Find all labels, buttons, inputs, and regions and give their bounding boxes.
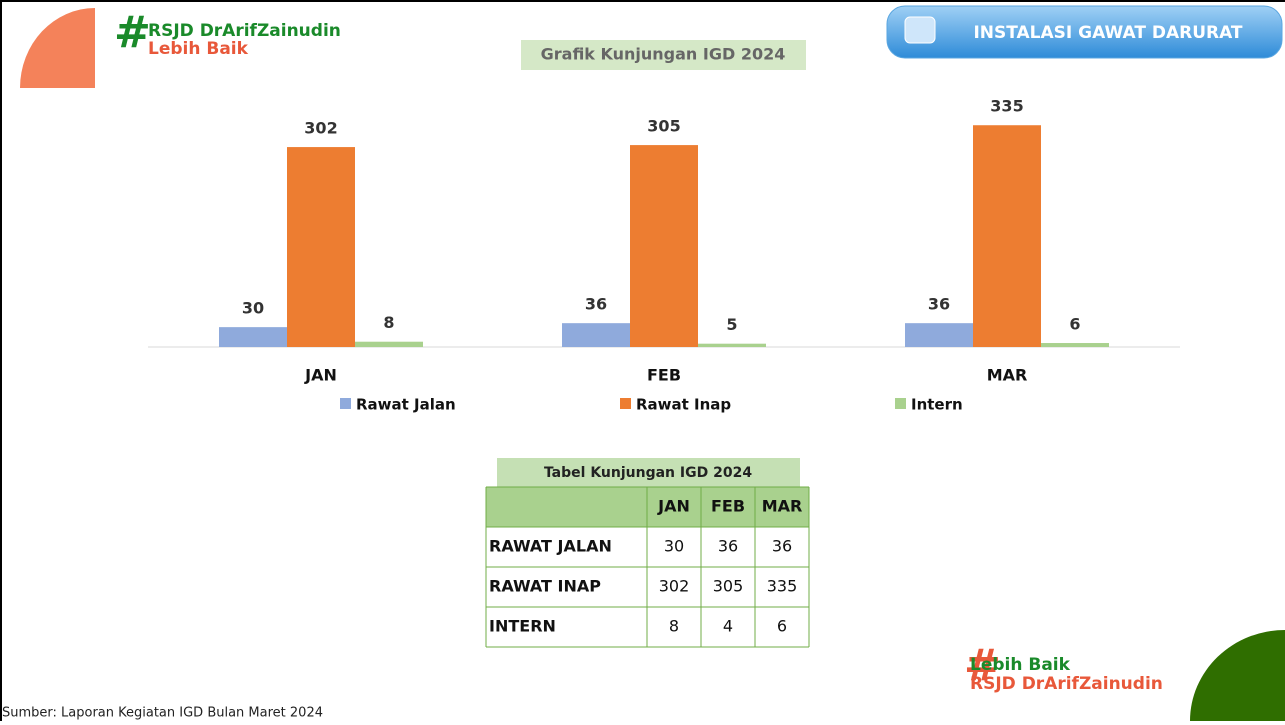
- source: Sumber: Laporan Kegiatan IGD Bulan Maret…: [2, 706, 323, 721]
- table-cell: 305: [713, 577, 744, 596]
- table-cell: 30: [664, 537, 684, 556]
- corner-shape: [20, 8, 95, 88]
- table-cell: 36: [772, 537, 792, 556]
- footer-hash: #: [964, 640, 1001, 691]
- data-label: 5: [726, 315, 737, 334]
- legend-label: Rawat Jalan: [356, 396, 456, 414]
- row-label: INTERN: [489, 617, 556, 636]
- title-box: [521, 40, 806, 70]
- bar: [630, 145, 698, 347]
- data-label: 36: [585, 295, 607, 314]
- table-cell: 36: [718, 537, 738, 556]
- badge-text: INSTALASI GAWAT DARURAT: [973, 23, 1242, 43]
- footer-tagline: Lebih Baik: [970, 655, 1071, 675]
- table-cell: 6: [777, 617, 787, 636]
- data-label: 6: [1069, 315, 1080, 334]
- row-label: RAWAT JALAN: [489, 537, 612, 556]
- column-header: FEB: [711, 497, 745, 516]
- bar: [1041, 343, 1109, 347]
- legend-label: Intern: [911, 396, 963, 414]
- bar: [973, 125, 1041, 347]
- data-label: 302: [304, 119, 337, 138]
- badge-icon: [904, 16, 936, 44]
- table-cell: 8: [669, 617, 679, 636]
- logo-hash: #: [114, 7, 151, 58]
- table-cell: 335: [767, 577, 798, 596]
- column-header: JAN: [657, 497, 690, 516]
- data-label: 335: [990, 97, 1023, 116]
- data-label: 8: [383, 313, 394, 332]
- badge: [886, 5, 1283, 59]
- legend-swatch: [620, 398, 631, 409]
- bar: [905, 323, 973, 347]
- x-tick-label: MAR: [987, 366, 1028, 385]
- logo-name: RSJD DrArifZainudin: [148, 21, 341, 41]
- column-header: MAR: [762, 497, 803, 516]
- data-label: 30: [242, 299, 264, 318]
- x-tick-label: JAN: [304, 366, 337, 385]
- table-caption: Tabel Kunjungan IGD 2024: [544, 465, 752, 481]
- legend-swatch: [895, 398, 906, 409]
- corner-shape: [1190, 630, 1285, 721]
- legend-label: Rawat Inap: [636, 396, 731, 414]
- bar: [355, 341, 423, 347]
- logo-tagline: Lebih Baik: [148, 39, 249, 59]
- bar: [698, 343, 766, 347]
- bar: [287, 147, 355, 347]
- legend-swatch: [340, 398, 351, 409]
- bar: [562, 323, 630, 347]
- footer-name: RSJD DrArifZainudin: [970, 674, 1163, 694]
- table-cell: 302: [659, 577, 690, 596]
- x-tick-label: FEB: [647, 366, 681, 385]
- table-cell: 4: [723, 617, 733, 636]
- table-caption-box: [497, 458, 800, 487]
- data-label: 305: [647, 117, 680, 136]
- chart-title: Grafik Kunjungan IGD 2024: [541, 45, 786, 64]
- data-label: 36: [928, 295, 950, 314]
- bar: [219, 327, 287, 347]
- row-label: RAWAT INAP: [489, 577, 601, 596]
